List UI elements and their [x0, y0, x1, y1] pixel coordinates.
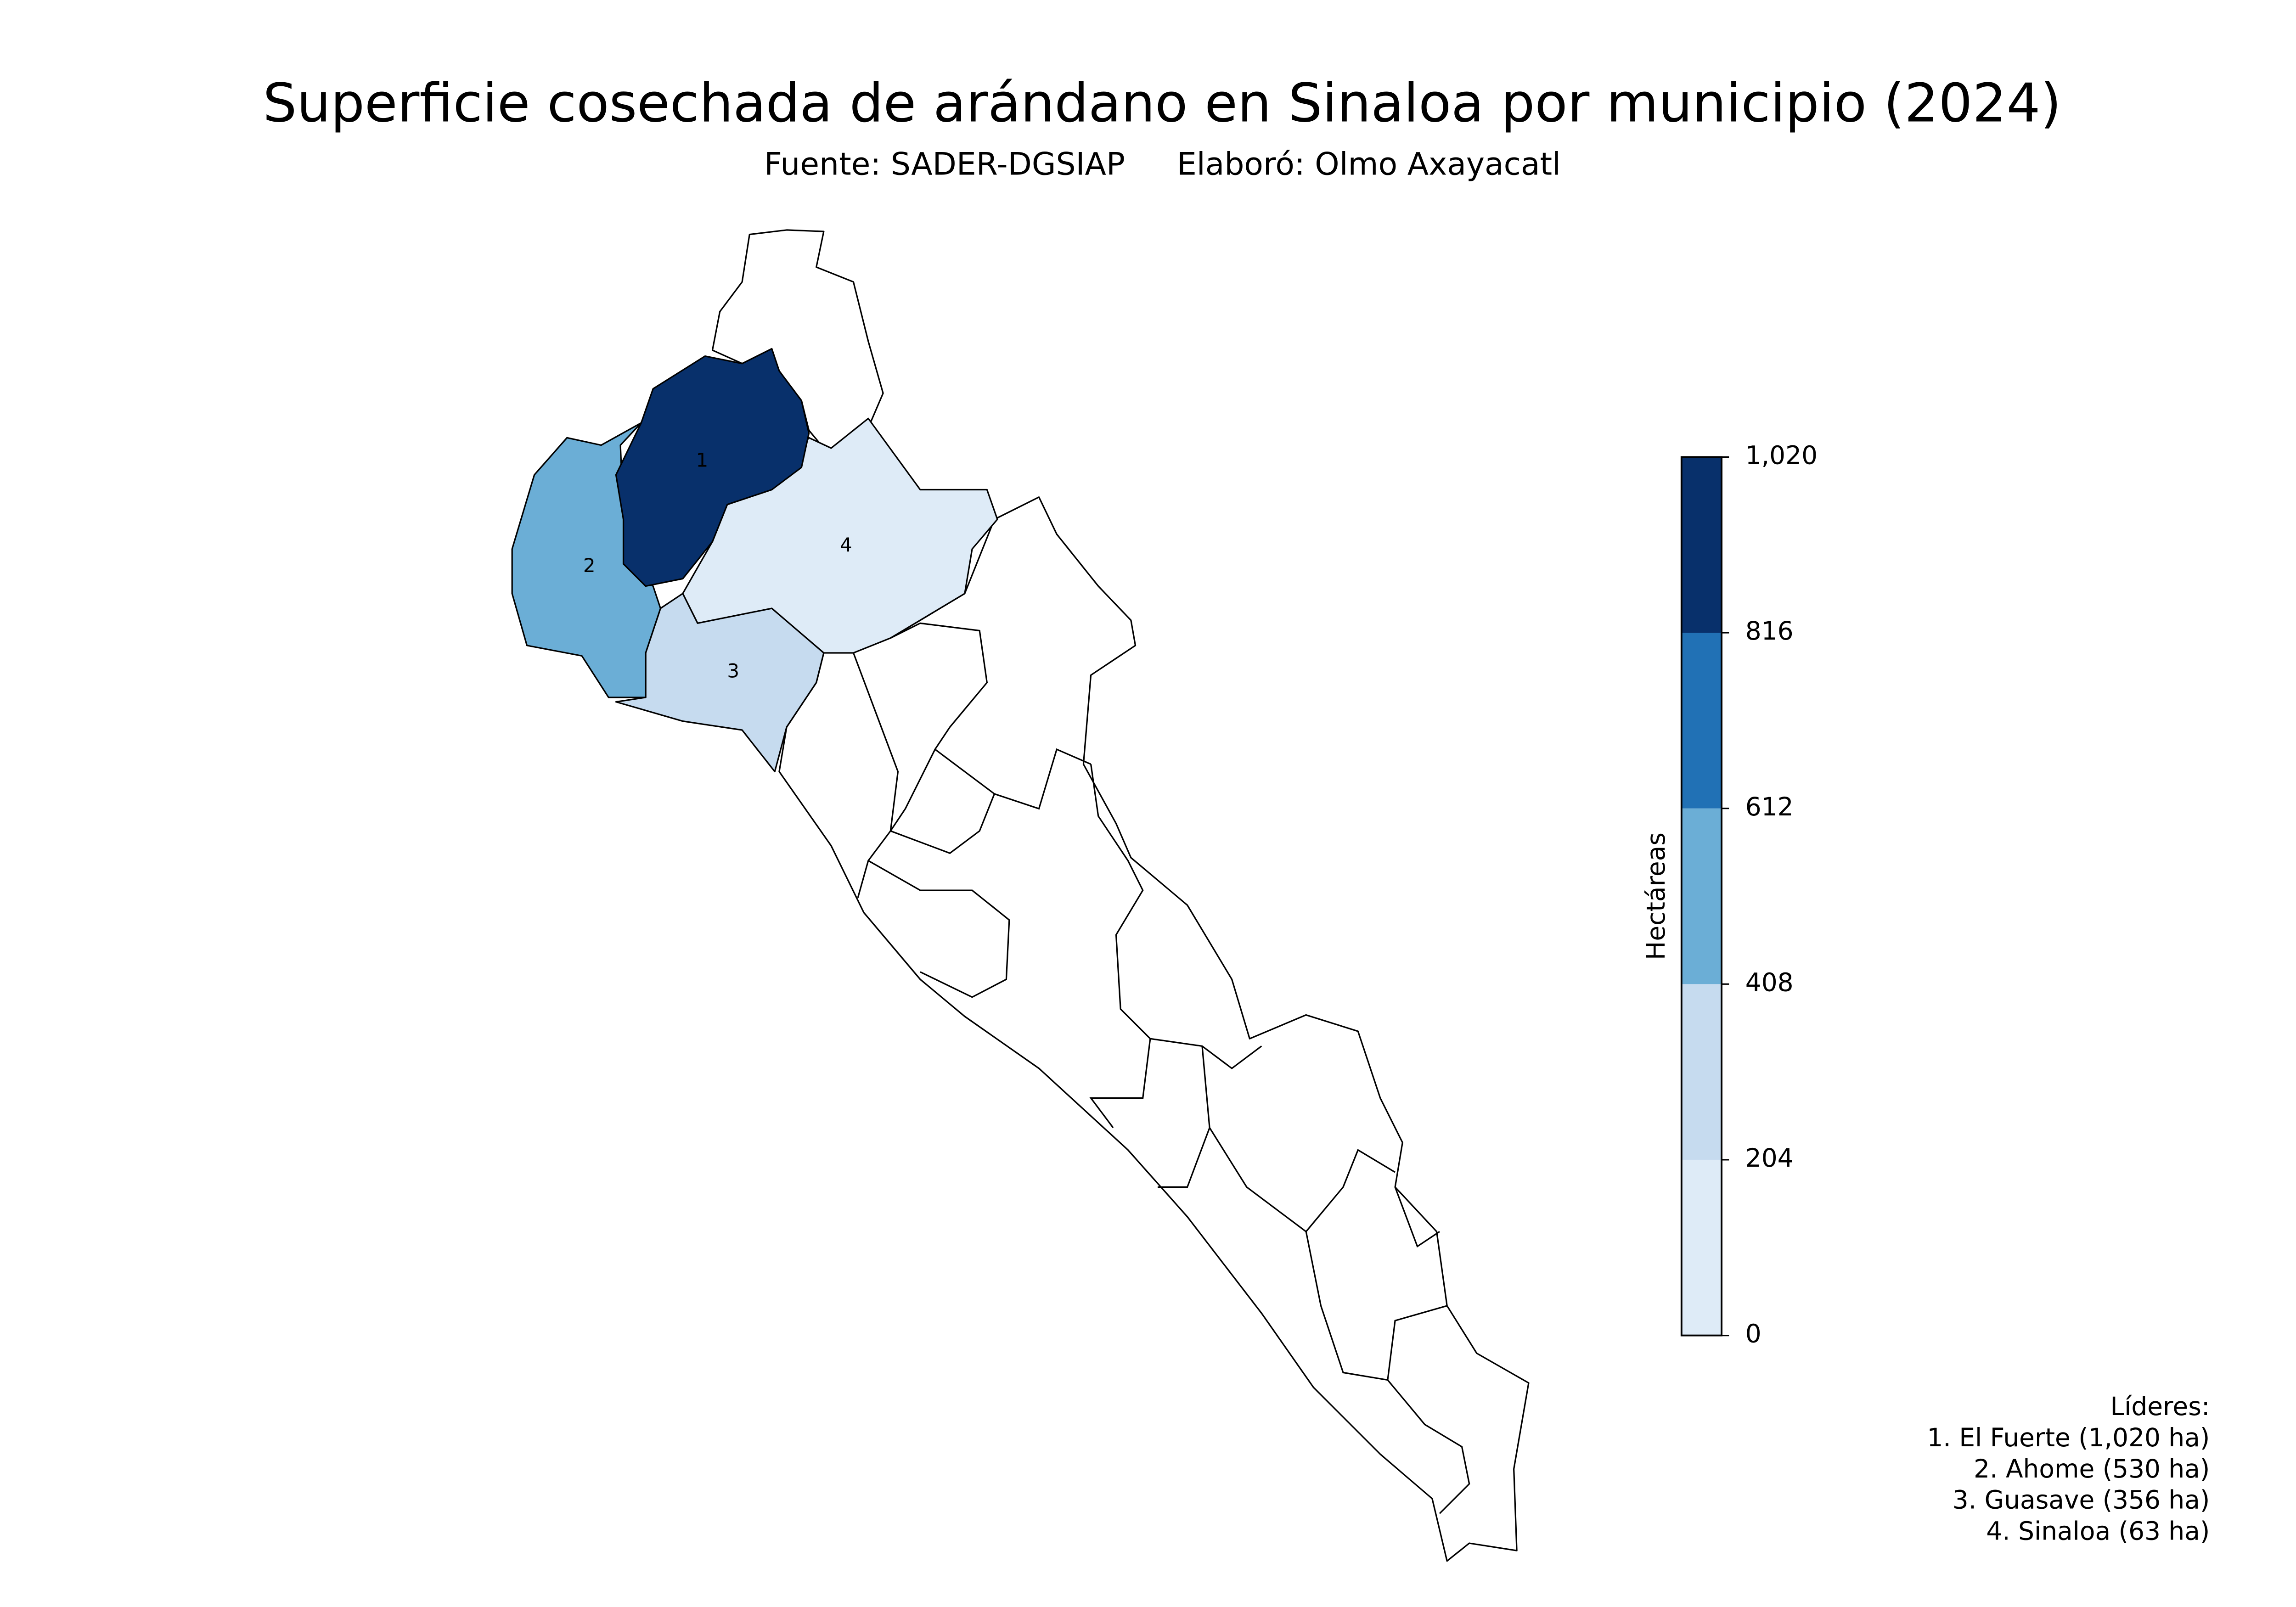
- source-note: Fuente: SADER-DGSIAP: [764, 146, 1125, 183]
- colorbar-bin: [1681, 633, 1722, 809]
- municipal-border: [852, 622, 1470, 1514]
- colorbar-label: Hectáreas: [1641, 832, 1671, 960]
- colorbar: Hectáreas 0 204 408 612 816 1,020: [1641, 441, 1818, 1349]
- map: 1 2 3 4: [511, 229, 1530, 1562]
- region-label: 1: [696, 449, 708, 472]
- tick-label: 0: [1745, 1319, 1761, 1349]
- municipality: [615, 348, 810, 587]
- tick-label: 816: [1745, 616, 1794, 646]
- region-label: 3: [727, 659, 739, 682]
- leaders-box: Líderes: 1. El Fuerte (1,020 ha)2. Ahome…: [1927, 1392, 2210, 1545]
- colorbar-bin: [1681, 984, 1722, 1160]
- author-note: Elaboró: Olmo Axayacatl: [1177, 146, 1561, 183]
- tick-label: 1,020: [1745, 441, 1818, 470]
- leader-entry: 3. Guasave (356 ha): [1953, 1485, 2210, 1515]
- leaders-title: Líderes:: [2110, 1392, 2210, 1421]
- tick-label: 612: [1745, 792, 1794, 821]
- region-label: 2: [583, 554, 596, 577]
- tick-label: 408: [1745, 967, 1794, 997]
- colorbar-frame: [1680, 456, 1723, 1337]
- colorbar-bin: [1681, 1159, 1722, 1336]
- municipality: [711, 229, 884, 449]
- leader-entry: 2. Ahome (530 ha): [1974, 1454, 2210, 1483]
- municipality: [778, 496, 1530, 1562]
- tick-label: 204: [1745, 1143, 1794, 1173]
- map-title: Superficie cosechada de arándano en Sina…: [263, 72, 2061, 134]
- colorbar-bin: [1681, 808, 1722, 984]
- colorbar-bin: [1681, 457, 1722, 633]
- region-label: 4: [840, 534, 852, 556]
- leader-entry: 4. Sinaloa (63 ha): [1986, 1517, 2210, 1546]
- leader-entry: 1. El Fuerte (1,020 ha): [1927, 1423, 2210, 1452]
